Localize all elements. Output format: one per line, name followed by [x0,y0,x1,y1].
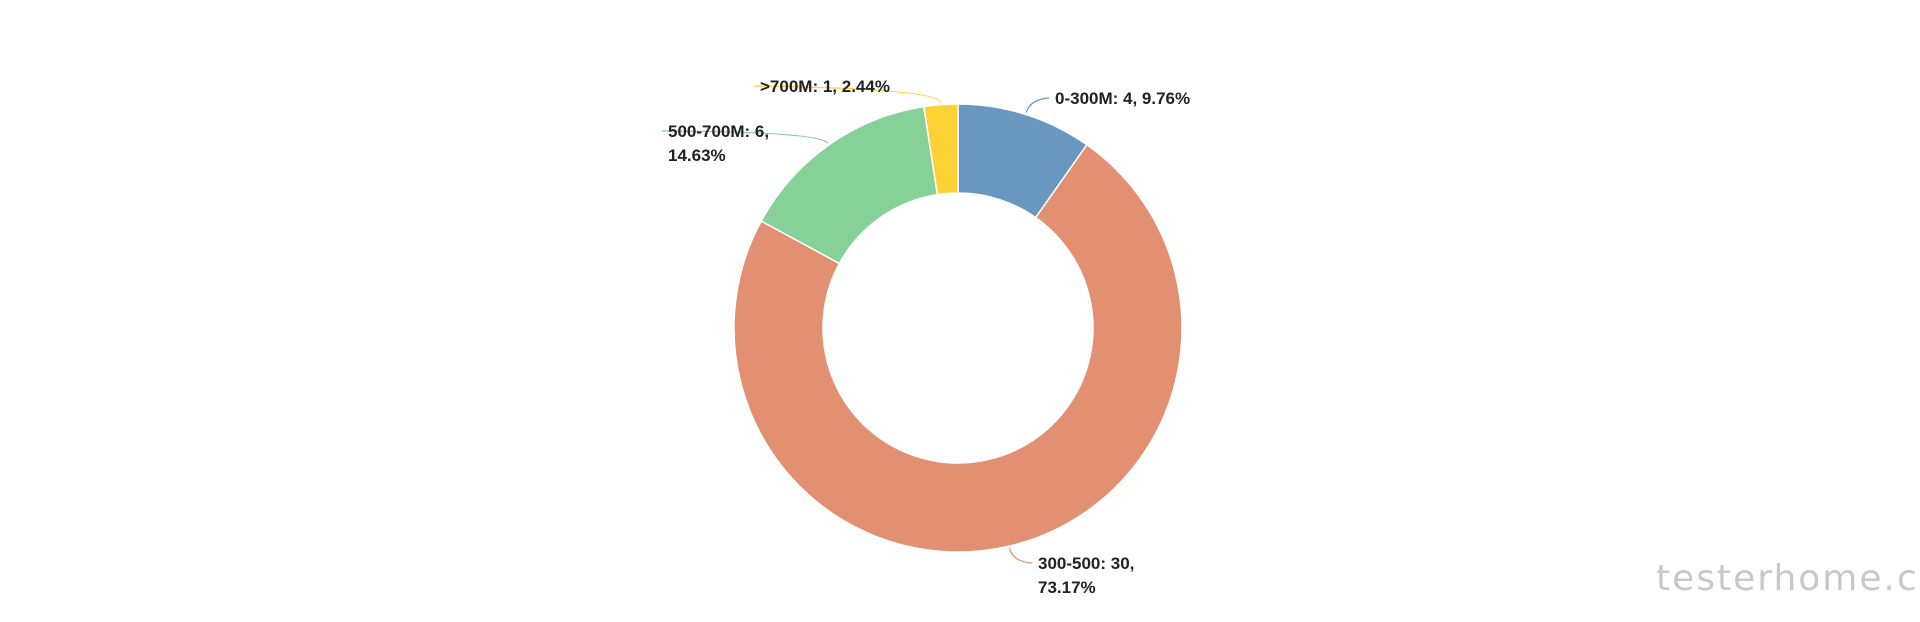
slice-300-500[interactable] [733,143,1183,553]
slice-label-line: 14.63% [668,146,726,165]
slice-label: 300-500: 30, 73.17% [1038,554,1134,597]
slice-label-line: 300-500: 30, [1038,554,1134,573]
slice-label: >700M: 1, 2.44% [760,77,890,96]
slice-label-line: 0-300M: 4, 9.76% [1055,89,1190,108]
slice-label-line: >700M: 1, 2.44% [760,77,890,96]
watermark-text: testerhome.com [1656,558,1920,599]
slice--700m[interactable] [922,103,959,196]
slice-labels: 0-300M: 4, 9.76% 300-500: 30, 73.17% 500-70… [668,77,1190,597]
slice-label: 500-700M: 6, 14.63% [668,122,769,165]
leader-line [753,85,942,103]
leader-line [661,130,829,144]
slice-label-line: 73.17% [1038,578,1096,597]
leader-line [1008,547,1033,564]
slice-label: 0-300M: 4, 9.76% [1055,89,1190,108]
leader-line [1025,97,1050,113]
slice-label-line: 500-700M: 6, [668,122,769,141]
leader-lines [661,85,1050,564]
donut-slices [733,103,1183,553]
